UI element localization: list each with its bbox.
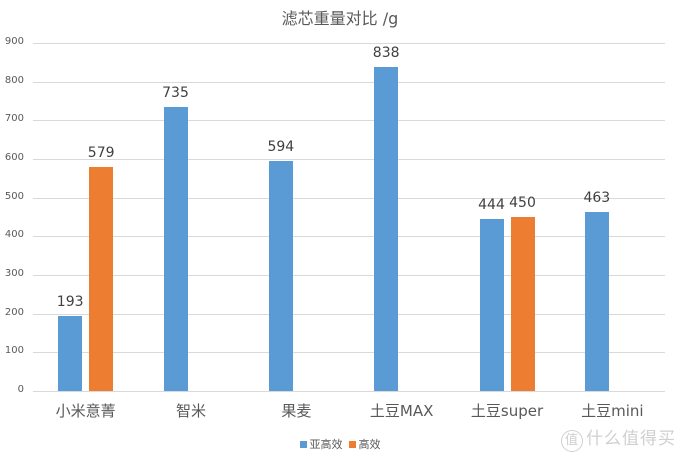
bar bbox=[510, 217, 535, 391]
data-label: 579 bbox=[87, 145, 115, 162]
chart-title: 滤芯重量对比 /g bbox=[281, 9, 399, 28]
y-tick-label: 700 bbox=[4, 113, 24, 125]
legend-item-hepa: 高效 bbox=[348, 436, 381, 452]
gridline bbox=[33, 43, 665, 44]
gridline bbox=[33, 120, 665, 122]
gridline bbox=[33, 275, 665, 276]
y-tick-label: 500 bbox=[4, 190, 24, 202]
x-tick-label: 小米意菁 bbox=[55, 402, 116, 420]
data-label: 463 bbox=[583, 189, 611, 206]
y-tick-label: 800 bbox=[4, 74, 24, 86]
gridline bbox=[33, 236, 665, 238]
gridline bbox=[33, 391, 665, 392]
x-tick-label: 土豆MAX bbox=[369, 402, 434, 420]
y-tick-label: 100 bbox=[4, 345, 24, 357]
legend-swatch-orange bbox=[348, 440, 356, 448]
x-tick-label: 智米 bbox=[175, 402, 206, 420]
bar bbox=[479, 219, 504, 391]
data-label: 735 bbox=[162, 84, 189, 101]
y-tick-label: 200 bbox=[4, 306, 24, 318]
y-tick-label: 600 bbox=[4, 152, 24, 163]
data-label: 450 bbox=[509, 195, 536, 211]
gridline bbox=[33, 352, 665, 354]
data-label: 193 bbox=[56, 294, 84, 311]
bar bbox=[584, 211, 609, 391]
bar bbox=[58, 316, 83, 391]
bar bbox=[163, 106, 188, 391]
y-tick-label: 400 bbox=[4, 229, 24, 241]
gridline bbox=[33, 81, 665, 83]
plot-area: 0 100 200 300 400 500 600 700 800 900 193 579 735 594… bbox=[5, 36, 665, 395]
x-tick-label: 果麦 bbox=[281, 402, 312, 420]
watermark: 值什么值得买 bbox=[561, 424, 676, 452]
legend-swatch-blue bbox=[299, 440, 307, 448]
legend: 亚高效 高效 bbox=[0, 436, 680, 452]
data-label: 444 bbox=[478, 197, 505, 214]
data-label: 594 bbox=[267, 139, 295, 156]
legend-item-sub-hepa: 亚高效 bbox=[299, 436, 343, 452]
legend-label: 高效 bbox=[358, 438, 381, 451]
y-tick-label: 900 bbox=[4, 36, 24, 47]
watermark-logo-icon: 值 bbox=[561, 430, 583, 452]
legend-label: 亚高效 bbox=[309, 438, 343, 451]
data-label: 838 bbox=[372, 44, 400, 61]
bar bbox=[374, 66, 399, 391]
y-tick-label: 300 bbox=[4, 268, 24, 279]
bar bbox=[89, 167, 114, 391]
y-tick-label: 0 bbox=[17, 384, 24, 395]
gridline bbox=[33, 197, 665, 199]
gridline bbox=[33, 313, 665, 315]
watermark-text: 什么值得买 bbox=[586, 429, 676, 449]
x-tick-label: 土豆mini bbox=[581, 402, 644, 420]
x-tick-label: 土豆super bbox=[470, 402, 544, 420]
gridline bbox=[33, 159, 665, 160]
bar bbox=[268, 161, 293, 391]
